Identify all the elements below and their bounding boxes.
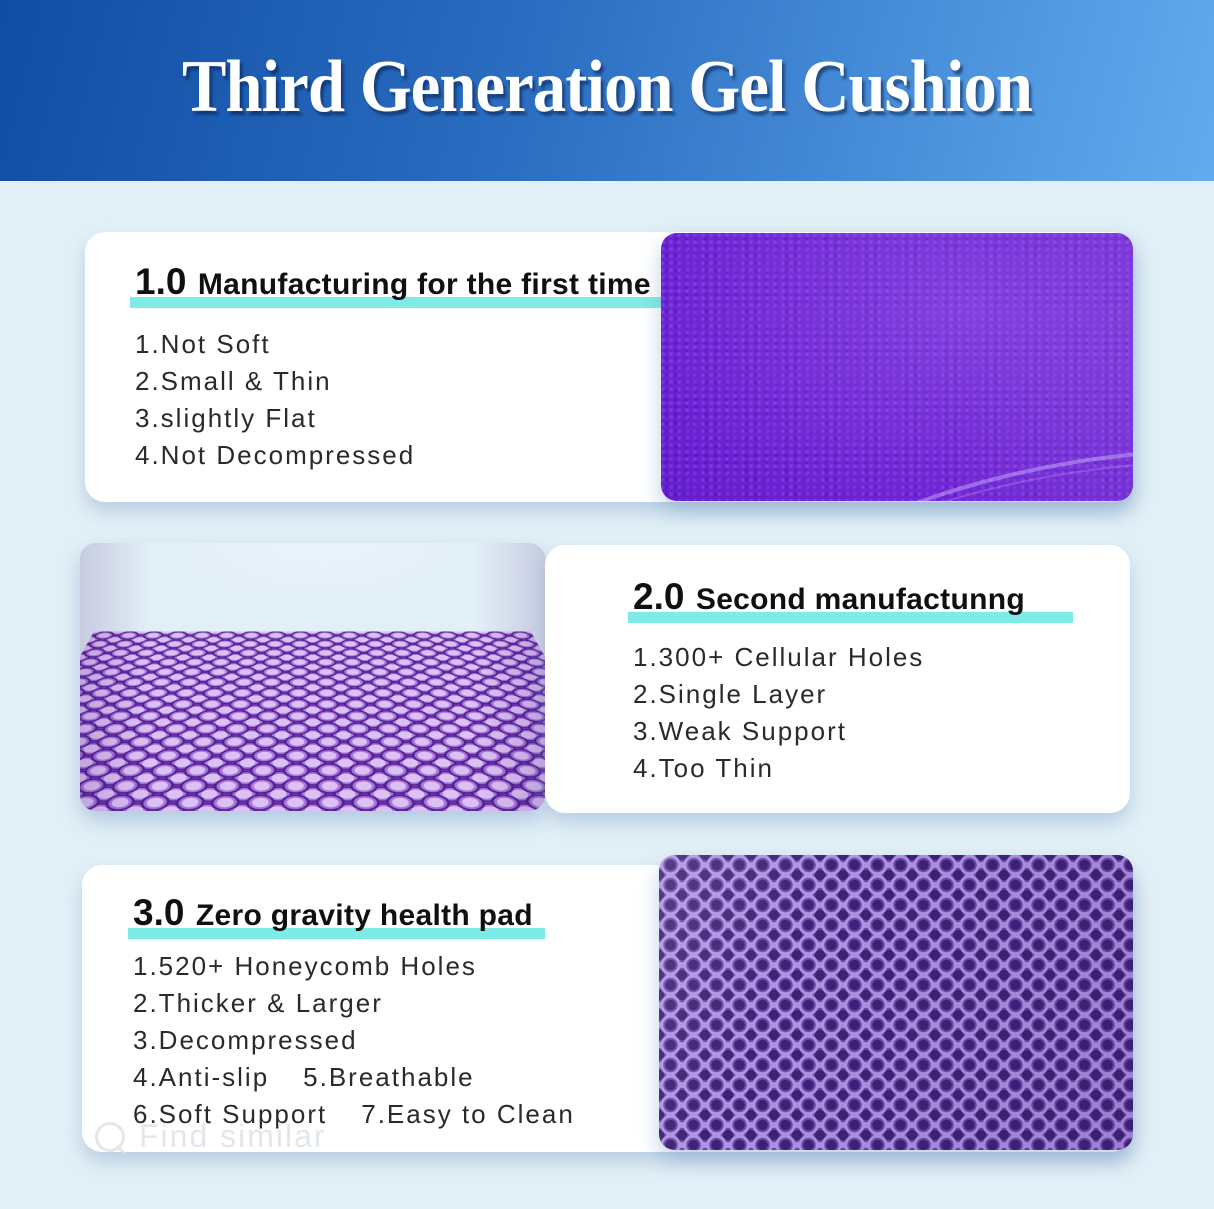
list-item: 3.Weak Support	[633, 716, 924, 753]
list-item: 1.520+ Honeycomb Holes	[133, 951, 575, 988]
list-item: 4.Not Decompressed	[135, 440, 415, 477]
section3-title: Zero gravity health pad	[196, 899, 533, 932]
list-item: 2.Thicker & Larger	[133, 988, 575, 1025]
section3-heading: 3.0 Zero gravity health pad	[133, 893, 533, 941]
list-item-text: 2.Single Layer	[633, 679, 827, 709]
list-item-text: 1.Not Soft	[135, 329, 271, 359]
section3-version: 3.0	[133, 892, 184, 933]
header-banner: Third Generation Gel Cushion	[0, 0, 1214, 181]
gel-grid-texture	[80, 631, 545, 811]
honeycomb-texture	[659, 855, 1133, 1150]
section1-heading: 1.0 Manufacturing for the first time	[135, 262, 651, 310]
list-item-text: 1.520+ Honeycomb Holes	[133, 951, 477, 981]
cushion-photo-v2-gel-grid	[80, 543, 545, 811]
cushion-photo-v1-fabric-closeup	[661, 233, 1133, 501]
list-item-text: 3.Decompressed	[133, 1025, 358, 1055]
section2-version: 2.0	[633, 576, 684, 617]
cushion-photo-v3-honeycomb-closeup	[659, 855, 1133, 1150]
section1-title: Manufacturing for the first time	[198, 268, 651, 301]
list-item-text: 2.Thicker & Larger	[133, 988, 383, 1018]
list-item-text: 7.Easy to Clean	[361, 1099, 575, 1129]
section2-title: Second manufactunng	[696, 583, 1025, 616]
list-item-text: 4.Too Thin	[633, 753, 774, 783]
list-item: 4.Too Thin	[633, 753, 924, 790]
list-item: 1.300+ Cellular Holes	[633, 642, 924, 679]
section2-heading: 2.0 Second manufactunng	[633, 577, 1025, 625]
list-item-text: 3.slightly Flat	[135, 403, 317, 433]
list-item-text: 1.300+ Cellular Holes	[633, 642, 924, 672]
section-card-generation-2: 2.0 Second manufactunng 1.300+ Cellular …	[545, 545, 1130, 813]
gel-cushion-infographic: Third Generation Gel Cushion 1.0 Manufac…	[0, 0, 1214, 1209]
list-item: 4.Anti-slip 5.Breathable	[133, 1062, 575, 1099]
list-item-text: 4.Not Decompressed	[135, 440, 415, 470]
section1-feature-list: 1.Not Soft 2.Small & Thin 3.slightly Fla…	[135, 329, 415, 477]
list-item: 3.slightly Flat	[135, 403, 415, 440]
section3-feature-list: 1.520+ Honeycomb Holes 2.Thicker & Large…	[133, 951, 575, 1136]
list-item: 3.Decompressed	[133, 1025, 575, 1062]
section2-feature-list: 1.300+ Cellular Holes 2.Single Layer 3.W…	[633, 642, 924, 790]
find-similar-watermark: Find similar	[95, 1118, 327, 1155]
list-item-text: 2.Small & Thin	[135, 366, 332, 396]
knit-fabric-texture	[661, 233, 1133, 501]
section1-version: 1.0	[135, 261, 186, 302]
list-item-text: 4.Anti-slip	[133, 1062, 269, 1092]
watermark-label: Find similar	[139, 1118, 327, 1155]
list-item-text: 3.Weak Support	[633, 716, 847, 746]
list-item-text: 5.Breathable	[303, 1062, 474, 1092]
list-item: 2.Small & Thin	[135, 366, 415, 403]
list-item: 2.Single Layer	[633, 679, 924, 716]
magnifier-icon	[95, 1122, 125, 1152]
list-item: 1.Not Soft	[135, 329, 415, 366]
page-title: Third Generation Gel Cushion	[61, 50, 1154, 124]
